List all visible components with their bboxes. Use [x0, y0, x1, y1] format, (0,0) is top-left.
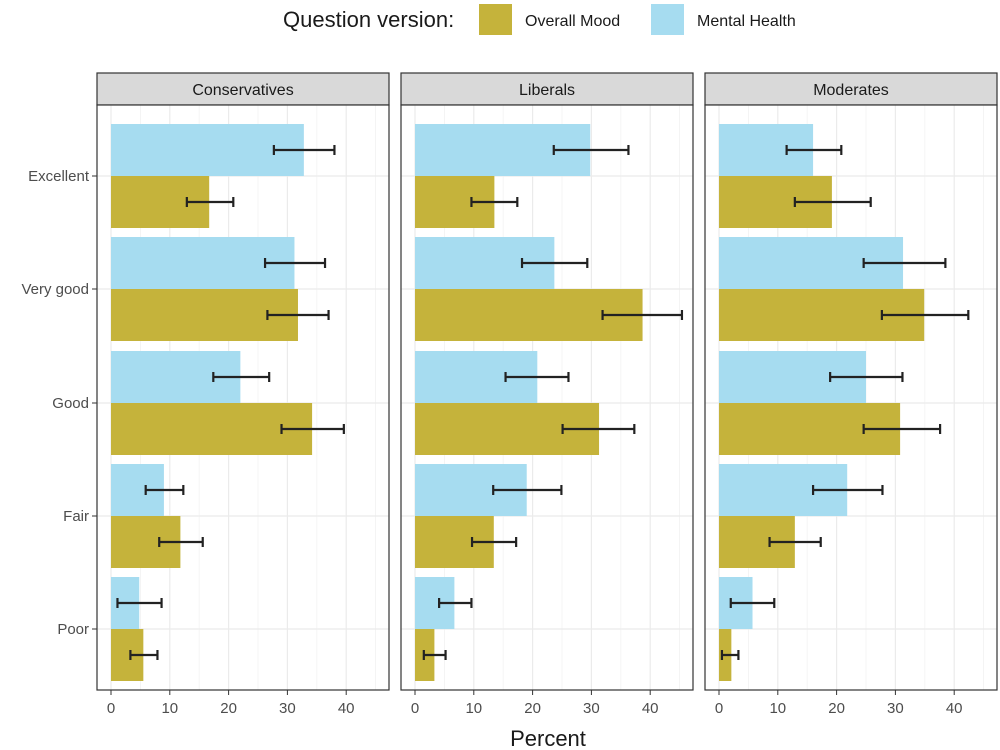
y-axis: Excellent Very good Good Fair Poor — [21, 168, 97, 638]
strip-conservatives — [96, 72, 390, 106]
x-tick-label: 10 — [769, 700, 786, 717]
x-tick-label: 10 — [465, 700, 482, 717]
panel-border-moderates — [704, 104, 998, 691]
x-tick-label: 0 — [411, 700, 419, 717]
error-bar-liberals-fair-overall-mood — [470, 537, 518, 547]
strip-liberals — [400, 72, 694, 106]
panel-border-liberals — [400, 104, 694, 691]
panel-moderates: Moderates 0 10 20 30 40 — [704, 72, 998, 717]
error-bar-liberals-good-mental-health — [504, 372, 570, 382]
x-axis-title: Percent — [510, 726, 586, 750]
x-tick-label: 20 — [220, 700, 237, 717]
error-bar-moderates-fair-overall-mood — [768, 537, 822, 547]
error-bar-conservatives-fair-overall-mood — [158, 537, 204, 547]
x-tick-label: 30 — [583, 700, 600, 717]
x-tick-label: 40 — [946, 700, 963, 717]
legend-title: Question version: — [283, 7, 454, 32]
error-bar-liberals-poor-overall-mood — [422, 650, 447, 660]
x-tick-label: 0 — [715, 700, 723, 717]
bar-conservatives-good-overall-mood — [111, 403, 313, 455]
x-tick-label: 40 — [642, 700, 659, 717]
legend: Question version: Overall Mood Mental He… — [283, 4, 796, 35]
y-tick-label-good: Good — [52, 395, 89, 412]
error-bar-moderates-fair-mental-health — [811, 485, 884, 495]
error-bar-conservatives-excellent-mental-health — [272, 145, 336, 155]
error-bar-moderates-excellent-overall-mood — [793, 197, 872, 207]
panel-conservatives: Conservatives 0 10 20 30 40 — [96, 72, 390, 717]
error-bar-moderates-poor-mental-health — [729, 598, 776, 608]
error-bar-liberals-excellent-overall-mood — [470, 197, 519, 207]
error-bar-conservatives-excellent-overall-mood — [185, 197, 235, 207]
legend-entry-mental-health: Mental Health — [651, 4, 796, 35]
error-bar-conservatives-fair-mental-health — [144, 485, 185, 495]
strip-label-moderates: Moderates — [813, 82, 889, 99]
panel-border-conservatives — [96, 104, 390, 691]
x-tick-label: 30 — [279, 700, 296, 717]
error-bar-liberals-excellent-mental-health — [552, 145, 630, 155]
x-tick-label: 40 — [338, 700, 355, 717]
x-tick-label: 10 — [161, 700, 178, 717]
legend-label-overall-mood: Overall Mood — [525, 13, 620, 30]
error-bar-liberals-poor-mental-health — [438, 598, 473, 608]
error-bar-conservatives-good-overall-mood — [280, 424, 345, 434]
error-bar-conservatives-poor-mental-health — [116, 598, 163, 608]
y-tick-label-excellent: Excellent — [28, 168, 90, 185]
error-bar-liberals-good-overall-mood — [561, 424, 636, 434]
error-bar-moderates-very-good-mental-health — [862, 258, 947, 268]
error-bar-conservatives-good-mental-health — [212, 372, 271, 382]
error-bar-moderates-poor-overall-mood — [720, 650, 740, 660]
y-tick-label-fair: Fair — [63, 508, 89, 525]
panel-liberals: Liberals 0 10 20 30 40 — [400, 72, 694, 717]
error-bar-conservatives-poor-overall-mood — [129, 650, 159, 660]
error-bar-liberals-very-good-overall-mood — [601, 310, 684, 320]
error-bar-liberals-fair-mental-health — [492, 485, 563, 495]
strip-label-conservatives: Conservatives — [192, 82, 293, 99]
error-bar-moderates-good-mental-health — [829, 372, 904, 382]
error-bar-moderates-excellent-mental-health — [785, 145, 843, 155]
strip-label-liberals: Liberals — [519, 82, 575, 99]
bar-conservatives-excellent-mental-health — [111, 124, 304, 176]
x-tick-label: 20 — [828, 700, 845, 717]
x-tick-label: 20 — [524, 700, 541, 717]
y-tick-label-very-good: Very good — [21, 281, 89, 298]
x-tick-label: 30 — [887, 700, 904, 717]
error-bar-conservatives-very-good-overall-mood — [266, 310, 330, 320]
legend-key-overall-mood — [479, 4, 512, 35]
x-tick-label: 0 — [107, 700, 115, 717]
error-bar-liberals-very-good-mental-health — [520, 258, 589, 268]
legend-key-mental-health — [651, 4, 684, 35]
bar-conservatives-very-good-mental-health — [111, 237, 295, 289]
error-bar-moderates-very-good-overall-mood — [880, 310, 970, 320]
legend-label-mental-health: Mental Health — [697, 13, 796, 30]
error-bar-conservatives-very-good-mental-health — [263, 258, 327, 268]
y-tick-label-poor: Poor — [57, 621, 89, 638]
legend-entry-overall-mood: Overall Mood — [479, 4, 620, 35]
error-bar-moderates-good-overall-mood — [862, 424, 942, 434]
